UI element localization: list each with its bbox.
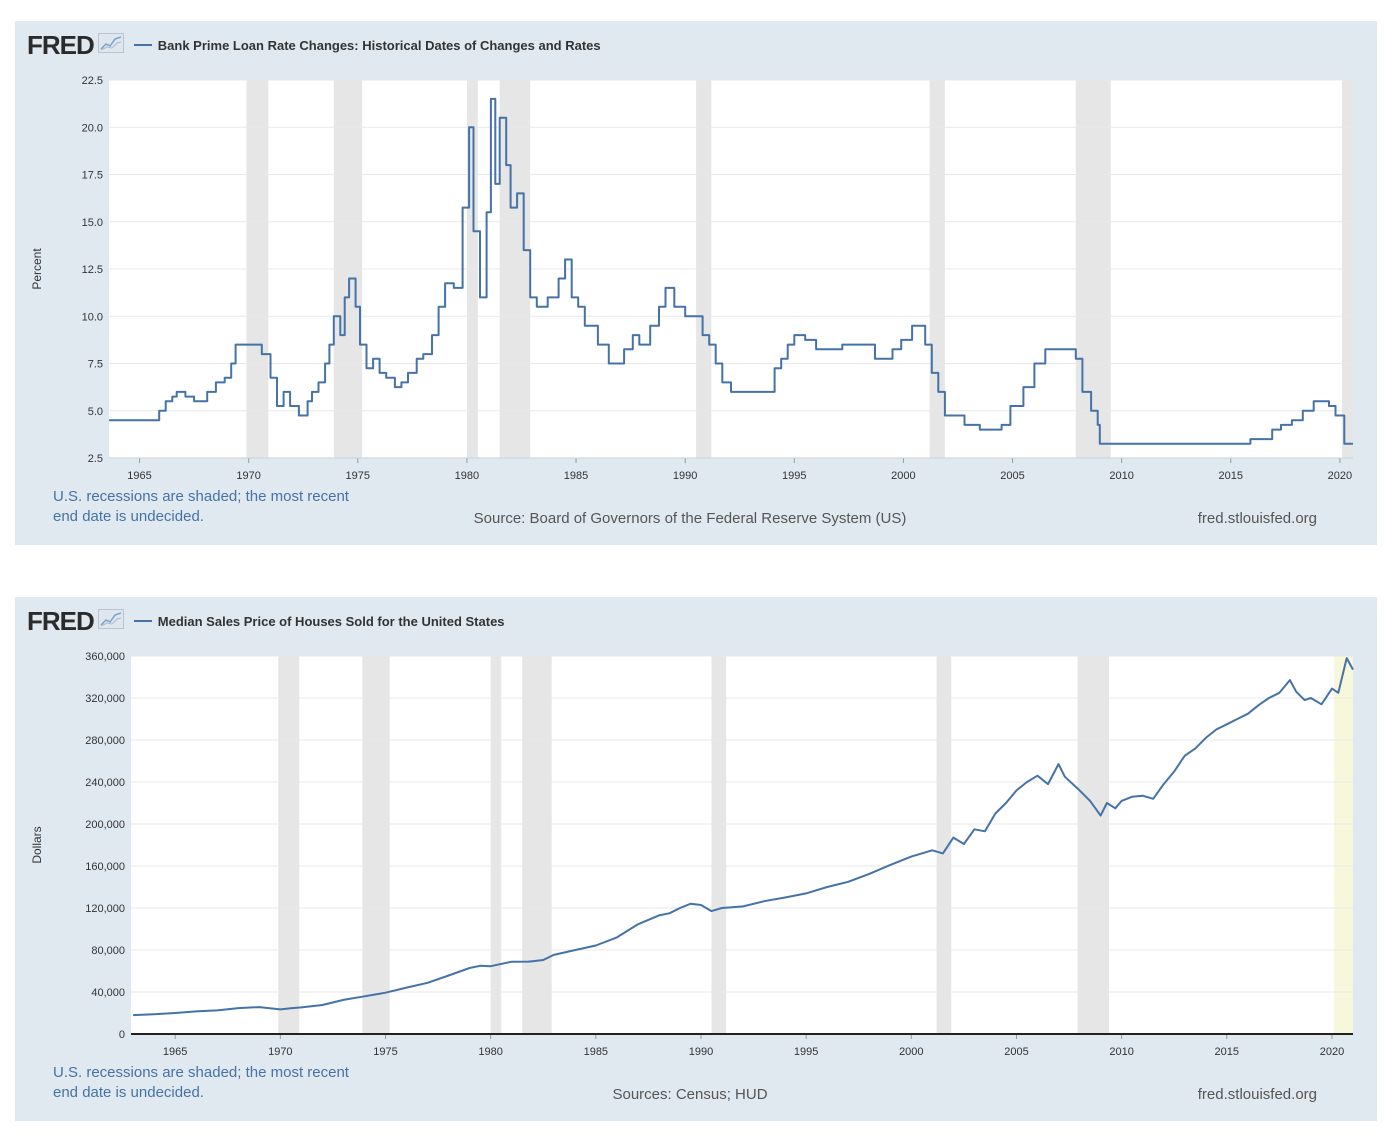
recession-band [522, 656, 552, 1034]
fred-graph-icon [97, 608, 124, 634]
recession-band [936, 656, 952, 1034]
chart-canvas: 0 40,000 80,000 120,000 160,000 200,000 240,00… [30, 651, 1354, 1058]
x-tick-label: 1990 [673, 470, 697, 482]
recession-note-line1: U.S. recessions are shaded; the most rec… [53, 1064, 349, 1081]
x-tick-label: 1965 [127, 470, 151, 482]
y-tick-label: 160,000 [85, 861, 125, 873]
series-title[interactable]: Bank Prime Loan Rate Changes: Historical… [157, 37, 601, 53]
y-tick-label: 2.5 [88, 453, 103, 465]
x-tick-label: 1970 [236, 470, 260, 482]
recession-band [362, 656, 390, 1034]
x-tick-label: 2020 [1328, 470, 1352, 482]
source-note: Sources: Census; HUD [612, 1086, 768, 1103]
series-title[interactable]: Median Sales Price of Houses Sold for th… [157, 613, 505, 629]
x-tick-label: 2005 [1004, 1046, 1028, 1058]
x-tick-label: 2000 [899, 1046, 923, 1058]
y-tick-label: 10.0 [82, 311, 103, 323]
y-tick-label: 15.0 [82, 217, 103, 229]
x-tick-label: 1985 [584, 1046, 608, 1058]
x-tick-label: 2020 [1320, 1046, 1344, 1058]
y-tick-label: 320,000 [85, 693, 125, 705]
recession-note-line1: U.S. recessions are shaded; the most rec… [53, 488, 349, 505]
y-tick-label: 240,000 [85, 777, 125, 789]
recession-note-line2: end date is undecided. [53, 508, 204, 525]
legend-swatch [133, 44, 152, 46]
y-axis-label: Percent [30, 248, 44, 290]
fred-logo[interactable]: FRED [27, 606, 95, 636]
x-tick-label: 1985 [564, 470, 588, 482]
site-link[interactable]: fred.stlouisfed.org [1197, 1086, 1317, 1103]
y-tick-label: 200,000 [85, 819, 125, 831]
x-tick-label: 1990 [689, 1046, 713, 1058]
y-tick-label: 280,000 [85, 735, 125, 747]
y-tick-label: 7.5 [88, 359, 103, 371]
x-tick-label: 1965 [163, 1046, 187, 1058]
x-tick-label: 1995 [782, 470, 806, 482]
recession-band [278, 656, 300, 1034]
chart-panel-house-price: 0 40,000 80,000 120,000 160,000 200,000 240,00… [15, 597, 1377, 1121]
legend-item: Median Sales Price of Houses Sold for th… [133, 613, 505, 629]
recession-note-line2: end date is undecided. [53, 1084, 204, 1101]
x-tick-label: 1980 [455, 470, 479, 482]
x-tick-label: 2010 [1109, 470, 1133, 482]
y-tick-label: 22.5 [82, 75, 103, 87]
y-tick-label: 0 [119, 1029, 125, 1041]
y-tick-label: 20.0 [82, 122, 103, 134]
current-recession-band [1334, 656, 1353, 1034]
x-tick-label: 2005 [1000, 470, 1024, 482]
chart-canvas: 2.5 5.0 7.5 10.0 12.5 15.0 17.5 20.0 22.5 1965 197… [30, 75, 1353, 482]
y-tick-label: 80,000 [91, 945, 125, 957]
recession-band [1077, 656, 1110, 1034]
recession-band [711, 656, 727, 1034]
recession-note: U.S. recessions are shaded; the most rec… [53, 487, 413, 527]
x-tick-label: 2015 [1215, 1046, 1239, 1058]
x-tick-label: 1980 [478, 1046, 502, 1058]
series-line [133, 657, 1354, 1017]
x-tick-label: 1975 [346, 470, 370, 482]
recession-note: U.S. recessions are shaded; the most rec… [53, 1063, 413, 1103]
y-tick-label: 12.5 [82, 264, 103, 276]
y-axis-label: Dollars [30, 826, 44, 863]
source-note: Source: Board of Governors of the Federa… [473, 510, 907, 527]
plot-area [131, 656, 1353, 1034]
x-tick-label: 2000 [891, 470, 915, 482]
x-tick-label: 2015 [1219, 470, 1243, 482]
x-tick-label: 1995 [794, 1046, 818, 1058]
series-line [109, 97, 1353, 445]
y-tick-label: 120,000 [85, 903, 125, 915]
fred-logo[interactable]: FRED [27, 30, 95, 60]
x-tick-label: 1975 [373, 1046, 397, 1058]
recession-band [490, 656, 502, 1034]
chart-header: FRED Median Sales Price of Houses Sold f… [27, 607, 505, 635]
site-link[interactable]: fred.stlouisfed.org [1197, 510, 1317, 527]
legend-swatch [133, 620, 152, 622]
y-tick-label: 360,000 [85, 651, 125, 663]
y-tick-label: 17.5 [82, 170, 103, 182]
chart-panel-prime-rate: 2.5 5.0 7.5 10.0 12.5 15.0 17.5 20.0 22.5 1965 197… [15, 21, 1377, 545]
y-tick-label: 5.0 [88, 406, 103, 418]
chart-header: FRED Bank Prime Loan Rate Changes: Histo… [27, 31, 601, 59]
x-tick-label: 2010 [1109, 1046, 1133, 1058]
y-tick-label: 40,000 [91, 987, 125, 999]
legend-item: Bank Prime Loan Rate Changes: Historical… [133, 37, 601, 53]
x-tick-label: 1970 [268, 1046, 292, 1058]
fred-graph-icon [97, 32, 124, 58]
